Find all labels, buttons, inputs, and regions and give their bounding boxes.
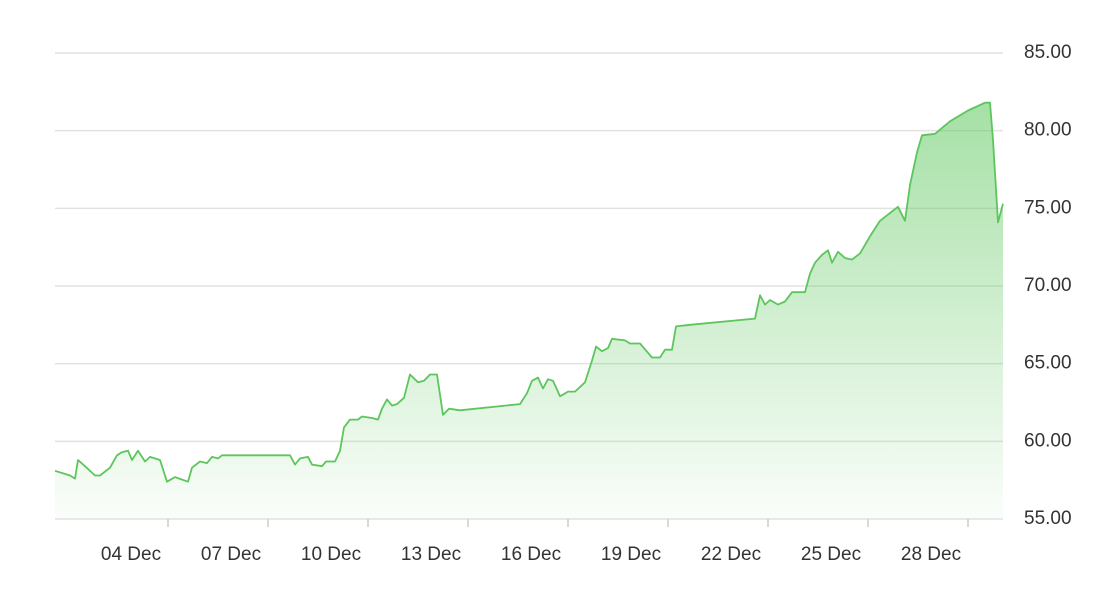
y-tick-label: 75.00 — [1024, 197, 1072, 218]
x-tick-label: 22 Dec — [701, 544, 761, 565]
x-tick-label: 13 Dec — [401, 544, 461, 565]
x-tick-label: 25 Dec — [801, 544, 861, 565]
y-tick-label: 80.00 — [1024, 120, 1072, 141]
y-tick-label: 65.00 — [1024, 353, 1072, 374]
x-tick-label: 16 Dec — [501, 544, 561, 565]
area-fill — [55, 102, 1003, 519]
x-tick-label: 28 Dec — [901, 544, 961, 565]
y-tick-label: 85.00 — [1024, 42, 1072, 63]
x-tick-label: 19 Dec — [601, 544, 661, 565]
y-tick-label: 70.00 — [1024, 275, 1072, 296]
y-tick-label: 60.00 — [1024, 430, 1072, 451]
x-tick-label: 07 Dec — [201, 544, 261, 565]
y-tick-label: 55.00 — [1024, 508, 1072, 529]
line — [54, 101, 1004, 483]
x-tick-label: 04 Dec — [101, 544, 161, 565]
x-tick-label: 10 Dec — [301, 544, 361, 565]
